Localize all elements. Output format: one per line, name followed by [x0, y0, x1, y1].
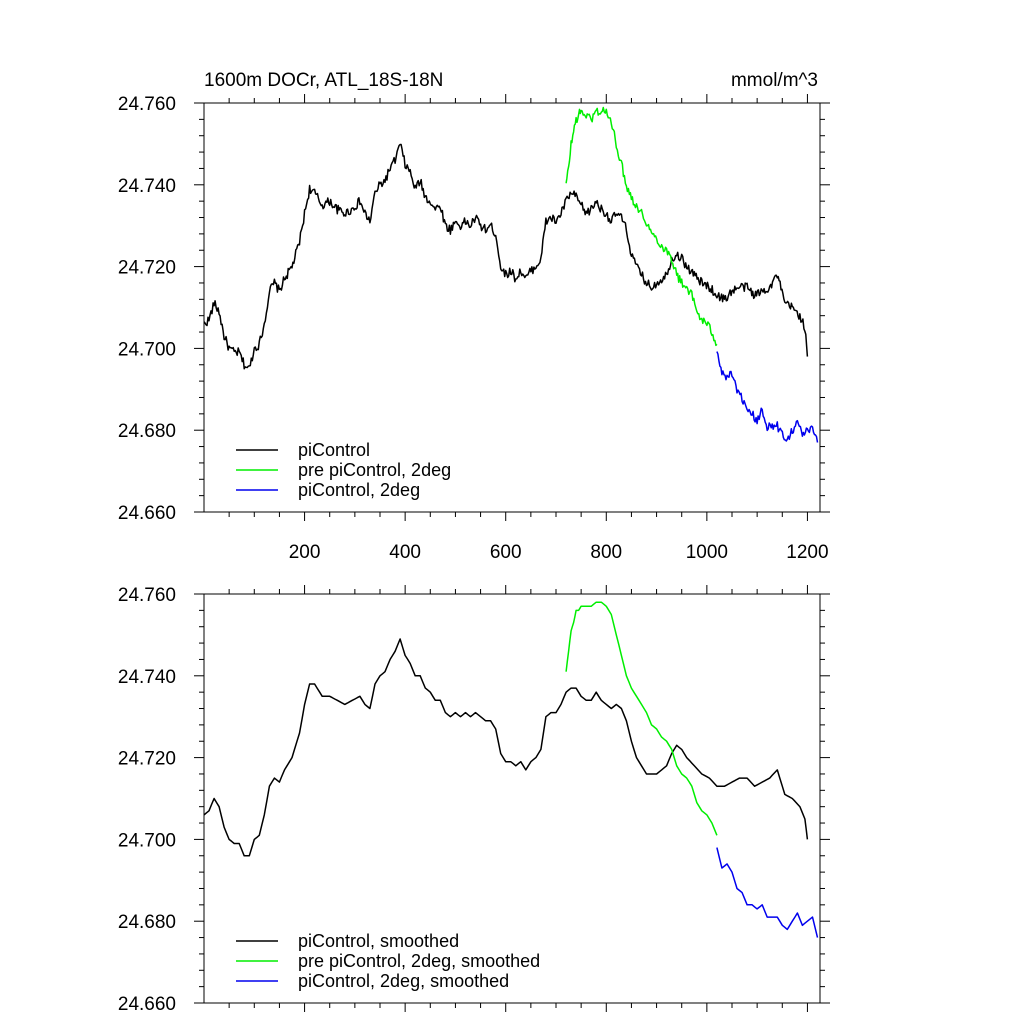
- y-tick-label: 24.760: [118, 94, 176, 115]
- y-tick-label: 24.680: [118, 421, 176, 442]
- legend-label: pre piControl, 2deg, smoothed: [298, 951, 540, 971]
- chart-title: 1600m DOCr, ATL_18S-18N: [204, 70, 443, 91]
- y-tick-label: 24.660: [118, 994, 176, 1015]
- y-tick-label: 24.700: [118, 830, 176, 851]
- legend-label: pre piControl, 2deg: [298, 460, 451, 480]
- y-tick-label: 24.720: [118, 749, 176, 770]
- x-tick-label: 800: [590, 542, 622, 563]
- series-line-1: [203, 143, 809, 370]
- x-tick-label: 200: [289, 542, 321, 563]
- y-tick-label: 24.740: [118, 176, 176, 197]
- y-tick-label: 24.680: [118, 912, 176, 933]
- legend-label: piControl, 2deg: [298, 480, 420, 500]
- series-line-1: [203, 638, 809, 857]
- y-tick-label: 24.660: [118, 503, 176, 524]
- series-line-2: [565, 106, 718, 347]
- series-line-3: [716, 351, 819, 443]
- plot-frame: [203, 102, 821, 513]
- series-line-2: [565, 601, 718, 836]
- x-tick-label: 600: [490, 542, 522, 563]
- legend-label: piControl, 2deg, smoothed: [298, 971, 509, 991]
- x-tick-label: 1000: [686, 542, 728, 563]
- legend-label: piControl, smoothed: [298, 931, 459, 951]
- plot-frame: [203, 593, 821, 1004]
- y-tick-label: 24.760: [118, 585, 176, 606]
- y-tick-label: 24.700: [118, 339, 176, 360]
- x-tick-label: 1200: [786, 542, 828, 563]
- y-tick-label: 24.740: [118, 667, 176, 688]
- legend-label: piControl: [298, 440, 370, 460]
- y-tick-label: 24.720: [118, 258, 176, 279]
- top-panel: 200 400 600 800 1000 1200 24.660 24.680 24.700 24…: [118, 94, 830, 563]
- series-line-3: [716, 847, 819, 938]
- units-label: mmol/m^3: [731, 70, 818, 91]
- bottom-panel: 24.660 24.680 24.700 24.720 24.740 24.760 piCo…: [118, 585, 830, 1015]
- x-tick-label: 400: [389, 542, 421, 563]
